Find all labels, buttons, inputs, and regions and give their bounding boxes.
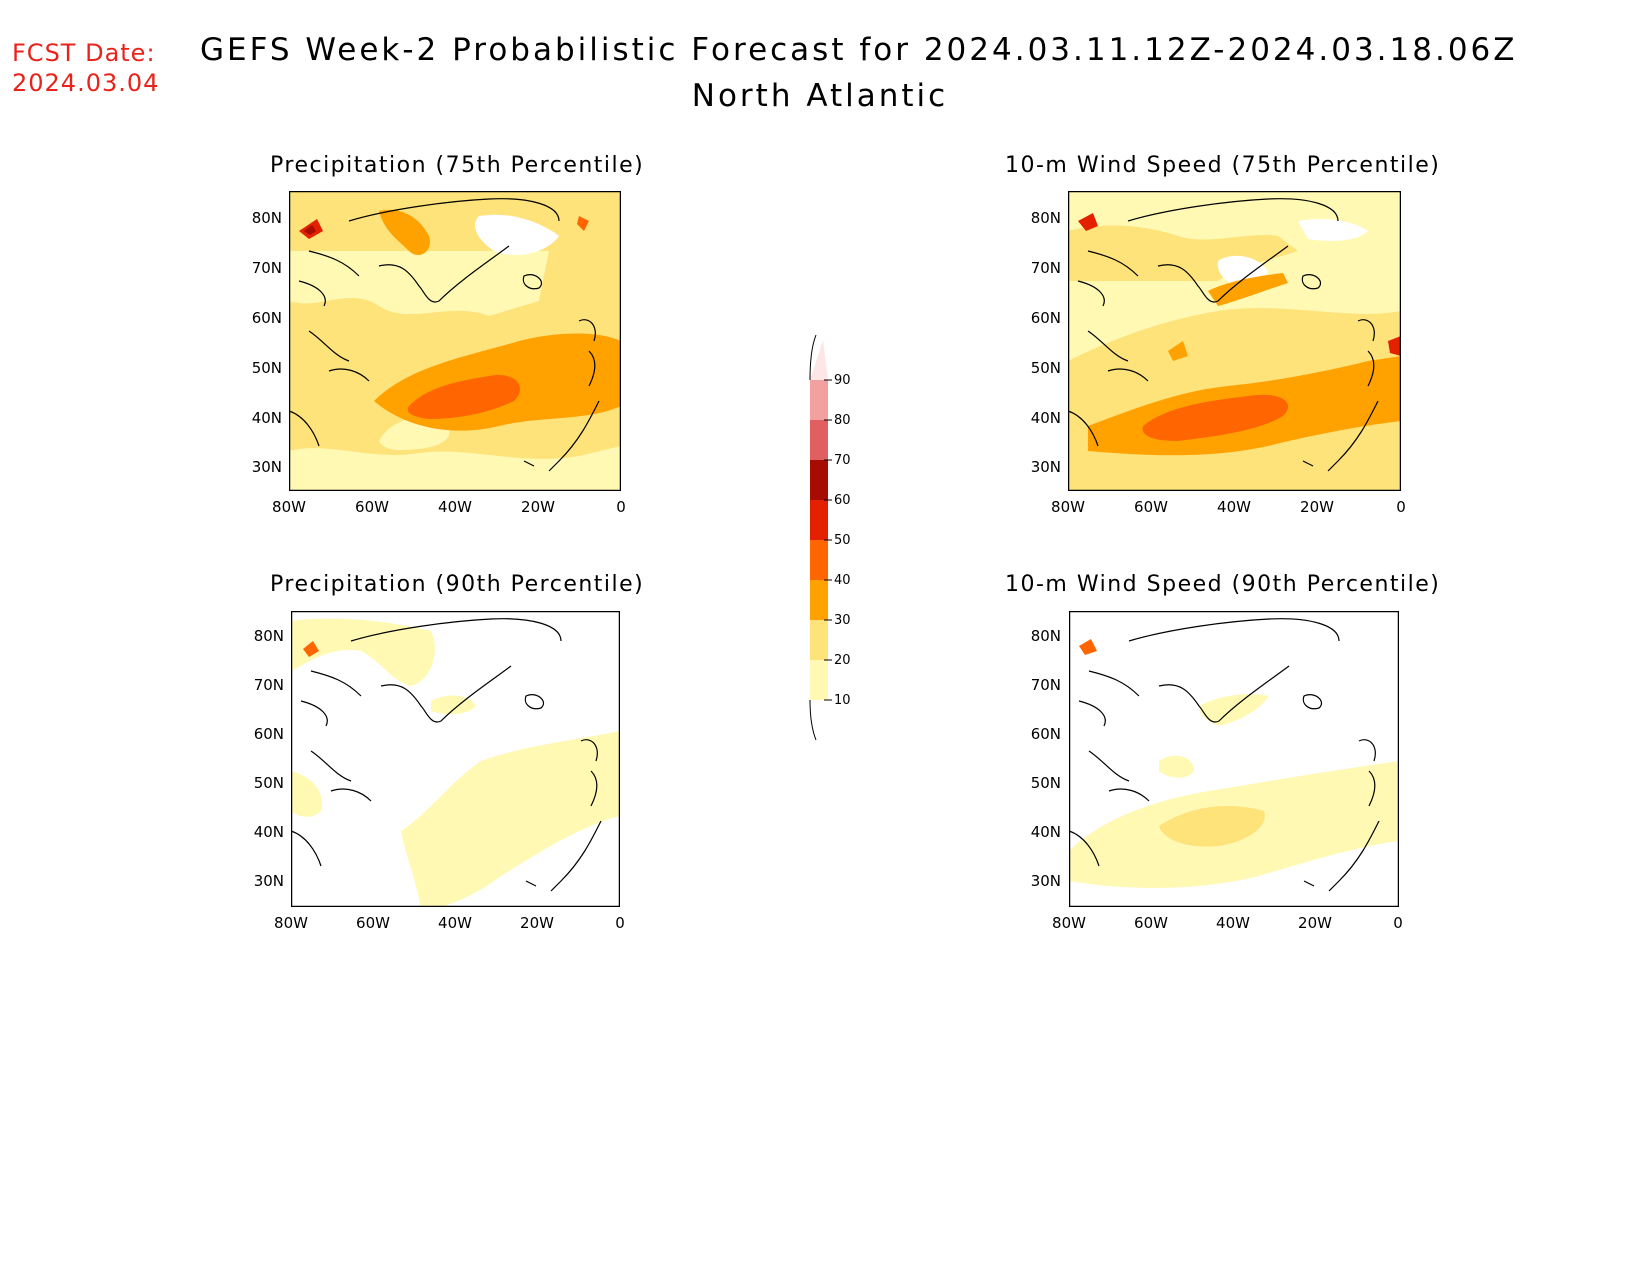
colorbar-label: 10 <box>834 693 851 708</box>
colorbar-segment <box>810 620 828 660</box>
map-wind-90 <box>1069 611 1399 907</box>
lat-label: 70N <box>251 259 282 277</box>
colorbar-label: 60 <box>834 493 851 508</box>
colorbar-segment <box>810 540 828 580</box>
lon-label: 40W <box>438 914 472 932</box>
lat-label: 50N <box>251 359 282 377</box>
panel-title-precip-90: Precipitation (90th Percentile) <box>270 572 645 597</box>
colorbar-segment <box>810 380 828 420</box>
page-title: GEFS Week-2 Probabilistic Forecast for 2… <box>200 32 1518 68</box>
lon-label: 20W <box>520 914 554 932</box>
colorbar-label: 70 <box>834 453 851 468</box>
lon-label: 20W <box>1300 498 1334 516</box>
page-subtitle: North Atlantic <box>691 78 949 114</box>
lat-label: 40N <box>251 409 282 427</box>
lon-label: 0 <box>1396 498 1406 516</box>
forecast-date-value: 2024.03.04 <box>12 69 160 97</box>
map-precip-90 <box>291 611 620 907</box>
colorbar-label: 50 <box>834 533 851 548</box>
colorbar-legend: 10 20 30 40 50 60 70 80 90 <box>809 334 851 741</box>
lat-label: 80N <box>1030 209 1061 227</box>
lat-label: 50N <box>1030 774 1061 792</box>
lat-label: 30N <box>1030 458 1061 476</box>
lat-label: 60N <box>251 309 282 327</box>
lat-label: 30N <box>1030 872 1061 890</box>
lon-label: 80W <box>272 498 306 516</box>
lon-label: 0 <box>615 914 625 932</box>
lat-label: 60N <box>253 725 284 743</box>
lat-label: 60N <box>1030 725 1061 743</box>
lat-label: 50N <box>253 774 284 792</box>
colorbar-label: 30 <box>834 613 851 628</box>
lon-label: 0 <box>616 498 626 516</box>
lat-label: 80N <box>251 209 282 227</box>
colorbar-label: 90 <box>834 373 851 388</box>
panel-title-precip-75: Precipitation (75th Percentile) <box>270 153 645 178</box>
lon-label: 60W <box>355 498 389 516</box>
lat-label: 70N <box>1030 259 1061 277</box>
lon-label: 80W <box>1051 498 1085 516</box>
colorbar-segment <box>810 460 828 500</box>
lat-label: 70N <box>1030 676 1061 694</box>
lon-label: 80W <box>1052 914 1086 932</box>
lat-label: 50N <box>1030 359 1061 377</box>
panel-title-wind-90: 10-m Wind Speed (90th Percentile) <box>1005 572 1441 597</box>
lon-label: 40W <box>1216 914 1250 932</box>
lon-label: 0 <box>1393 914 1403 932</box>
lat-label: 80N <box>253 627 284 645</box>
lat-label: 40N <box>1030 823 1061 841</box>
lat-label: 60N <box>1030 309 1061 327</box>
colorbar-segment <box>810 500 828 540</box>
colorbar-segment <box>810 340 828 380</box>
lon-label: 60W <box>1134 498 1168 516</box>
lon-label: 80W <box>274 914 308 932</box>
lon-label: 20W <box>1298 914 1332 932</box>
colorbar-segment <box>810 660 828 700</box>
colorbar-label: 40 <box>834 573 851 588</box>
colorbar-top-edge <box>809 334 817 381</box>
lon-label: 20W <box>521 498 555 516</box>
colorbar-segment <box>810 580 828 620</box>
colorbar-segment <box>810 420 828 460</box>
lon-label: 40W <box>1217 498 1251 516</box>
lon-label: 40W <box>438 498 472 516</box>
map-precip-75 <box>289 191 621 491</box>
lat-label: 30N <box>251 458 282 476</box>
lon-label: 60W <box>356 914 390 932</box>
colorbar-label: 20 <box>834 653 851 668</box>
forecast-date-block: FCST Date: 2024.03.04 <box>12 38 159 98</box>
map-wind-75 <box>1068 191 1401 491</box>
colorbar-tail <box>809 699 817 741</box>
lat-label: 40N <box>1030 409 1061 427</box>
lon-label: 60W <box>1134 914 1168 932</box>
lat-label: 80N <box>1030 627 1061 645</box>
lat-label: 30N <box>253 872 284 890</box>
panel-title-wind-75: 10-m Wind Speed (75th Percentile) <box>1005 153 1441 178</box>
lat-label: 70N <box>253 676 284 694</box>
colorbar-label: 80 <box>834 413 851 428</box>
forecast-date-label: FCST Date: <box>12 39 156 67</box>
lat-label: 40N <box>253 823 284 841</box>
